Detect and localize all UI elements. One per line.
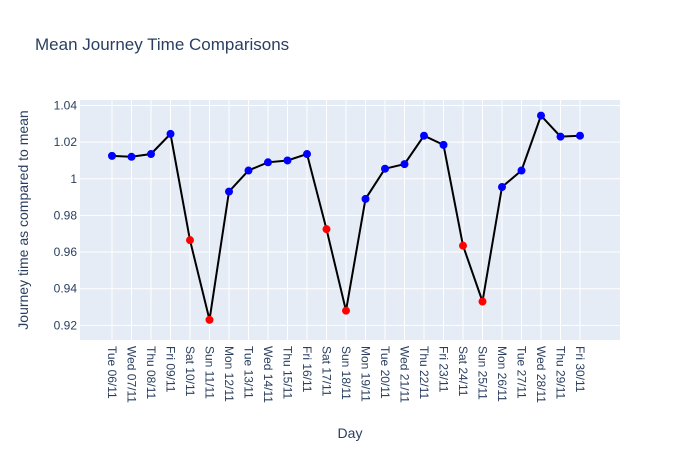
y-tick-label: 1.02 bbox=[54, 135, 78, 149]
y-tick-label: 0.96 bbox=[54, 245, 78, 259]
x-tick-label: Mon 26/11 bbox=[495, 346, 509, 402]
data-point bbox=[322, 225, 331, 234]
data-point bbox=[459, 241, 467, 250]
chart-title: Mean Journey Time Comparisons bbox=[35, 35, 289, 54]
y-tick-label: 0.92 bbox=[54, 318, 78, 332]
x-axis-ticks: Tue 06/11 Wed 07/11 Thu 08/11 Fri 09/11 Sat … bbox=[105, 346, 587, 403]
gridlines bbox=[80, 100, 620, 340]
data-point bbox=[439, 140, 448, 149]
x-tick-label: Sun 11/11 bbox=[203, 346, 217, 399]
x-tick-label: Wed 28/11 bbox=[534, 346, 548, 403]
x-tick-label: Fri 30/11 bbox=[573, 346, 587, 393]
data-point bbox=[283, 156, 292, 165]
data-point bbox=[576, 131, 584, 140]
x-tick-label: Mon 19/11 bbox=[359, 346, 373, 402]
x-tick-label: Sun 25/11 bbox=[476, 346, 490, 400]
y-axis-title: Journey time as compared to mean bbox=[15, 110, 31, 329]
data-point bbox=[244, 166, 253, 175]
x-tick-label: Wed 14/11 bbox=[261, 346, 275, 403]
data-markers bbox=[108, 111, 584, 324]
data-point bbox=[225, 187, 233, 196]
x-tick-label: Tue 20/11 bbox=[378, 346, 392, 399]
data-point bbox=[303, 150, 311, 159]
y-tick-label: 0.98 bbox=[54, 208, 78, 222]
x-tick-label: Wed 21/11 bbox=[398, 346, 412, 403]
data-point bbox=[478, 297, 487, 306]
data-point bbox=[400, 160, 409, 169]
data-point bbox=[498, 183, 506, 192]
x-tick-label: Sat 24/11 bbox=[456, 346, 470, 397]
x-tick-label: Thu 08/11 bbox=[144, 346, 158, 399]
x-tick-label: Wed 07/11 bbox=[125, 346, 139, 403]
data-point bbox=[342, 306, 350, 315]
data-point bbox=[147, 150, 155, 159]
x-tick-label: Mon 12/11 bbox=[222, 346, 236, 402]
data-point bbox=[108, 151, 116, 160]
x-tick-label: Tue 27/11 bbox=[515, 346, 529, 399]
y-tick-label: 1 bbox=[70, 172, 77, 186]
plot-area bbox=[80, 100, 620, 340]
x-tick-label: Tue 13/11 bbox=[242, 346, 256, 399]
data-point bbox=[127, 152, 136, 161]
data-point bbox=[361, 194, 370, 203]
data-point bbox=[537, 111, 545, 120]
x-tick-label: Thu 29/11 bbox=[554, 346, 568, 399]
data-point bbox=[186, 236, 194, 245]
x-axis-title: Day bbox=[338, 425, 363, 441]
y-tick-label: 0.94 bbox=[54, 282, 78, 296]
x-tick-label: Fri 09/11 bbox=[164, 346, 178, 393]
x-tick-label: Sat 17/11 bbox=[320, 346, 334, 397]
x-tick-label: Tue 06/11 bbox=[105, 346, 119, 399]
data-point bbox=[166, 129, 175, 138]
data-point bbox=[381, 164, 389, 173]
x-tick-label: Thu 22/11 bbox=[417, 346, 431, 399]
x-tick-label: Fri 16/11 bbox=[300, 346, 314, 393]
x-tick-label: Fri 23/11 bbox=[437, 346, 451, 393]
data-point bbox=[517, 166, 526, 175]
data-point bbox=[556, 132, 565, 141]
x-tick-label: Sat 10/11 bbox=[183, 346, 197, 397]
y-tick-label: 1.04 bbox=[54, 98, 78, 112]
data-point bbox=[205, 315, 214, 324]
x-tick-label: Thu 15/11 bbox=[281, 346, 295, 399]
data-point bbox=[420, 131, 428, 140]
y-axis-ticks: 0.92 0.94 0.96 0.98 1 1.02 1.04 bbox=[54, 98, 78, 332]
x-tick-label: Sun 18/11 bbox=[339, 346, 353, 400]
data-point bbox=[264, 158, 272, 167]
